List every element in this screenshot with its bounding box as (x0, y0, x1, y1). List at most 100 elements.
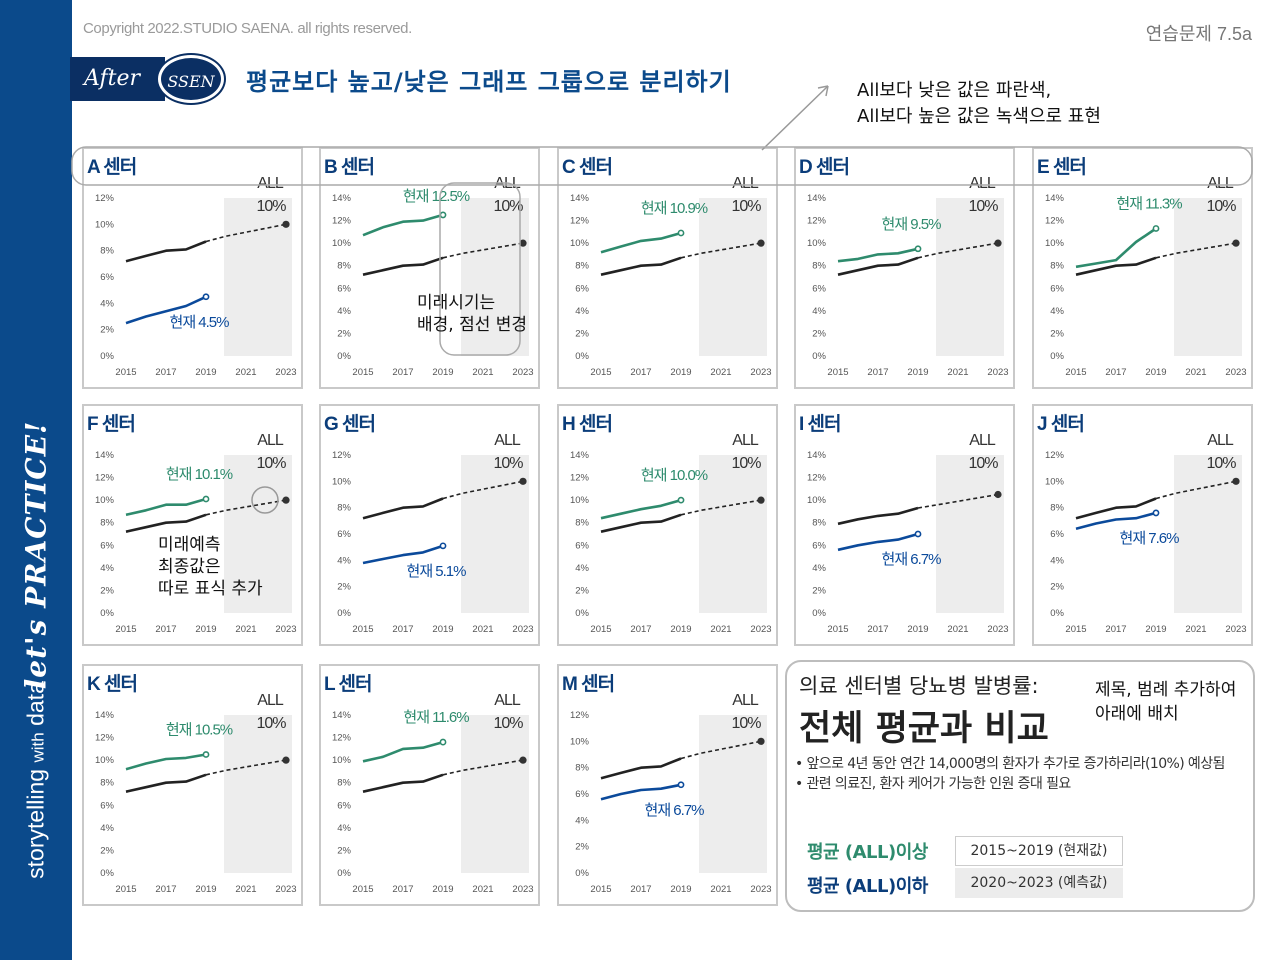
all-label: ALL (1207, 175, 1234, 192)
y-tick-label: 10% (570, 495, 590, 506)
center-end-marker (914, 530, 922, 538)
y-tick-label: 0% (812, 351, 826, 362)
summary-card: 의료 센터별 당뇨병 발병률: 전체 평균과 비교 • 앞으로 4년 동안 연간… (785, 660, 1255, 912)
x-tick-label: 2019 (1145, 367, 1166, 378)
x-tick-label: 2015 (590, 367, 611, 378)
chart-svg: 0% 2% 4% 6% 8% 10% 12% 2015 2017 2019 2021 2023 ALL 1… (1045, 432, 1247, 635)
after-badge: After (70, 57, 165, 101)
future-shading (699, 715, 767, 873)
all-final-marker (1232, 239, 1240, 247)
y-tick-label: 14% (807, 450, 827, 461)
x-tick-label: 2017 (392, 624, 413, 635)
y-tick-label: 6% (337, 800, 351, 811)
x-tick-label: 2023 (275, 624, 296, 635)
with-word: with (28, 732, 48, 763)
y-tick-label: 6% (337, 529, 351, 540)
current-value-label: 현재 11.6% (403, 709, 469, 726)
current-value-label: 현재 6.7% (645, 802, 705, 819)
x-tick-label: 2021 (710, 367, 731, 378)
chart-panel: K 센터 0% 2% 4% 6% 8% 10% 12% 14% 2015 2017 2019 2021 2… (82, 664, 303, 906)
y-tick-label: 14% (332, 710, 352, 721)
y-tick-label: 10% (807, 238, 827, 249)
all-series-line (125, 240, 207, 263)
center-series-line (837, 532, 919, 552)
x-tick-label: 2021 (1185, 624, 1206, 635)
x-tick-label: 2019 (1145, 624, 1166, 635)
y-tick-label: 6% (575, 283, 589, 294)
all-label: ALL (257, 175, 284, 192)
x-tick-label: 2021 (235, 624, 256, 635)
summary-bullets: • 앞으로 4년 동안 연간 14,000명의 환자가 추가로 증가하리라(10… (791, 754, 1241, 794)
y-tick-label: 12% (807, 473, 827, 484)
all-value-label: 10% (968, 455, 998, 472)
y-tick-label: 0% (812, 608, 826, 619)
chart-title: G 센터 (324, 414, 376, 435)
all-series-line (600, 757, 682, 780)
x-tick-label: 2017 (155, 884, 176, 895)
chart-svg: 0% 2% 4% 6% 8% 10% 12% 14% 2015 2017 2019 2021 2023 A… (95, 432, 297, 635)
y-tick-label: 10% (332, 238, 352, 249)
y-tick-label: 8% (100, 518, 114, 529)
center-end-marker (202, 751, 210, 758)
y-tick-label: 14% (807, 193, 827, 204)
x-tick-label: 2019 (670, 884, 691, 895)
chart-title: H 센터 (562, 414, 613, 435)
x-tick-label: 2015 (352, 884, 373, 895)
y-tick-label: 2% (812, 585, 826, 596)
center-series-line (125, 295, 207, 325)
x-tick-label: 2023 (987, 367, 1008, 378)
x-tick-label: 2015 (115, 367, 136, 378)
y-tick-label: 6% (575, 789, 589, 800)
x-tick-label: 2021 (710, 884, 731, 895)
x-tick-label: 2023 (275, 884, 296, 895)
y-tick-label: 4% (100, 563, 114, 574)
all-value-label: 10% (1206, 455, 1236, 472)
center-end-marker (439, 211, 447, 219)
x-tick-label: 2017 (155, 367, 176, 378)
current-value-label: 현재 10.1% (166, 466, 233, 483)
y-tick-label: 8% (575, 261, 589, 272)
marker-note: 미래예측 최종값은 따로 표식 추가 (158, 534, 263, 600)
y-tick-label: 8% (575, 763, 589, 774)
x-tick-label: 2019 (432, 624, 453, 635)
chart-svg: 0% 2% 4% 6% 8% 10% 12% 14% 2015 2017 2019 2021 2023 A… (332, 175, 534, 378)
exercise-label: 연습문제 7.5a (1145, 24, 1252, 44)
x-tick-label: 2015 (1065, 367, 1086, 378)
center-end-marker (439, 738, 447, 746)
current-value-label: 현재 11.3% (1116, 195, 1182, 212)
x-tick-label: 2017 (1105, 367, 1126, 378)
future-shading (224, 198, 292, 356)
y-tick-label: 4% (812, 306, 826, 317)
y-tick-label: 0% (337, 608, 351, 619)
x-tick-label: 2017 (1105, 624, 1126, 635)
page-title: 평균보다 높고/낮은 그래프 그룹으로 분리하기 (246, 68, 732, 96)
all-label: ALL (494, 175, 521, 192)
all-label: ALL (257, 432, 284, 449)
y-tick-label: 6% (337, 283, 351, 294)
x-tick-label: 2023 (512, 624, 533, 635)
x-tick-label: 2021 (235, 367, 256, 378)
y-tick-label: 8% (1050, 503, 1064, 514)
center-end-marker (1152, 225, 1160, 232)
storytelling-with-data-label: storytelling with data (23, 681, 50, 879)
all-label: ALL (257, 692, 284, 709)
x-tick-label: 2019 (907, 367, 928, 378)
all-series-line (362, 256, 444, 276)
x-tick-label: 2021 (235, 884, 256, 895)
y-tick-label: 4% (337, 823, 351, 834)
y-tick-label: 0% (575, 351, 589, 362)
future-shading (1174, 198, 1242, 356)
future-note-line-1: 미래시기는 (417, 293, 496, 313)
chart-svg: 0% 2% 4% 6% 8% 10% 12% 14% 2015 2017 2019 2021 2023 A… (95, 692, 297, 895)
y-tick-label: 0% (575, 868, 589, 879)
y-tick-label: 10% (570, 238, 590, 249)
y-tick-label: 2% (1050, 328, 1064, 339)
all-series-line (1075, 497, 1157, 520)
y-tick-label: 12% (332, 733, 352, 744)
y-tick-label: 4% (1050, 555, 1064, 566)
all-label: ALL (732, 432, 759, 449)
x-tick-label: 2017 (392, 367, 413, 378)
y-tick-label: 8% (337, 778, 351, 789)
all-value-label: 10% (493, 715, 523, 732)
current-value-label: 현재 9.5% (882, 216, 942, 233)
